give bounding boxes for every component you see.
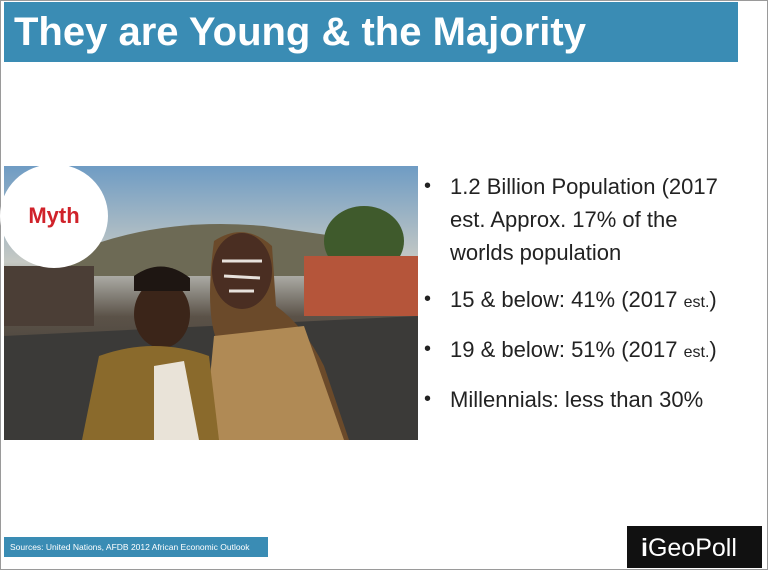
myth-badge: Myth <box>0 164 108 268</box>
sources: Sources: United Nations, AFDB 2012 Afric… <box>4 537 268 557</box>
bullet-text: Millennials: less than 30% <box>450 387 704 412</box>
bullet-item: 15 & below: 41% (2017 est.) <box>424 283 754 319</box>
logo-text: GeoPoll <box>647 534 737 562</box>
bullet-item: 19 & below: 51% (2017 est.) <box>424 333 754 369</box>
bullet-text: 19 & below: 51% (2017 <box>450 337 684 362</box>
bullet-item: Millennials: less than 30% <box>424 383 754 416</box>
bullet-small: est. <box>683 294 710 311</box>
logo: iGeoPoll <box>627 526 762 568</box>
bullet-list: 1.2 Billion Population (2017 est. Approx… <box>424 170 754 430</box>
bullet-text: 1.2 Billion Population (2017 est. Approx… <box>450 174 718 265</box>
photo <box>4 166 418 440</box>
bullet-text: 15 & below: 41% (2017 <box>450 287 684 312</box>
bullet-tail: ) <box>709 337 717 362</box>
bullet-tail: ) <box>709 287 717 312</box>
bullet-small: est. <box>683 344 710 361</box>
logo-prefix: i <box>641 534 648 562</box>
bullet-item: 1.2 Billion Population (2017 est. Approx… <box>424 170 740 269</box>
title: They are Young & the Majority <box>4 2 738 62</box>
